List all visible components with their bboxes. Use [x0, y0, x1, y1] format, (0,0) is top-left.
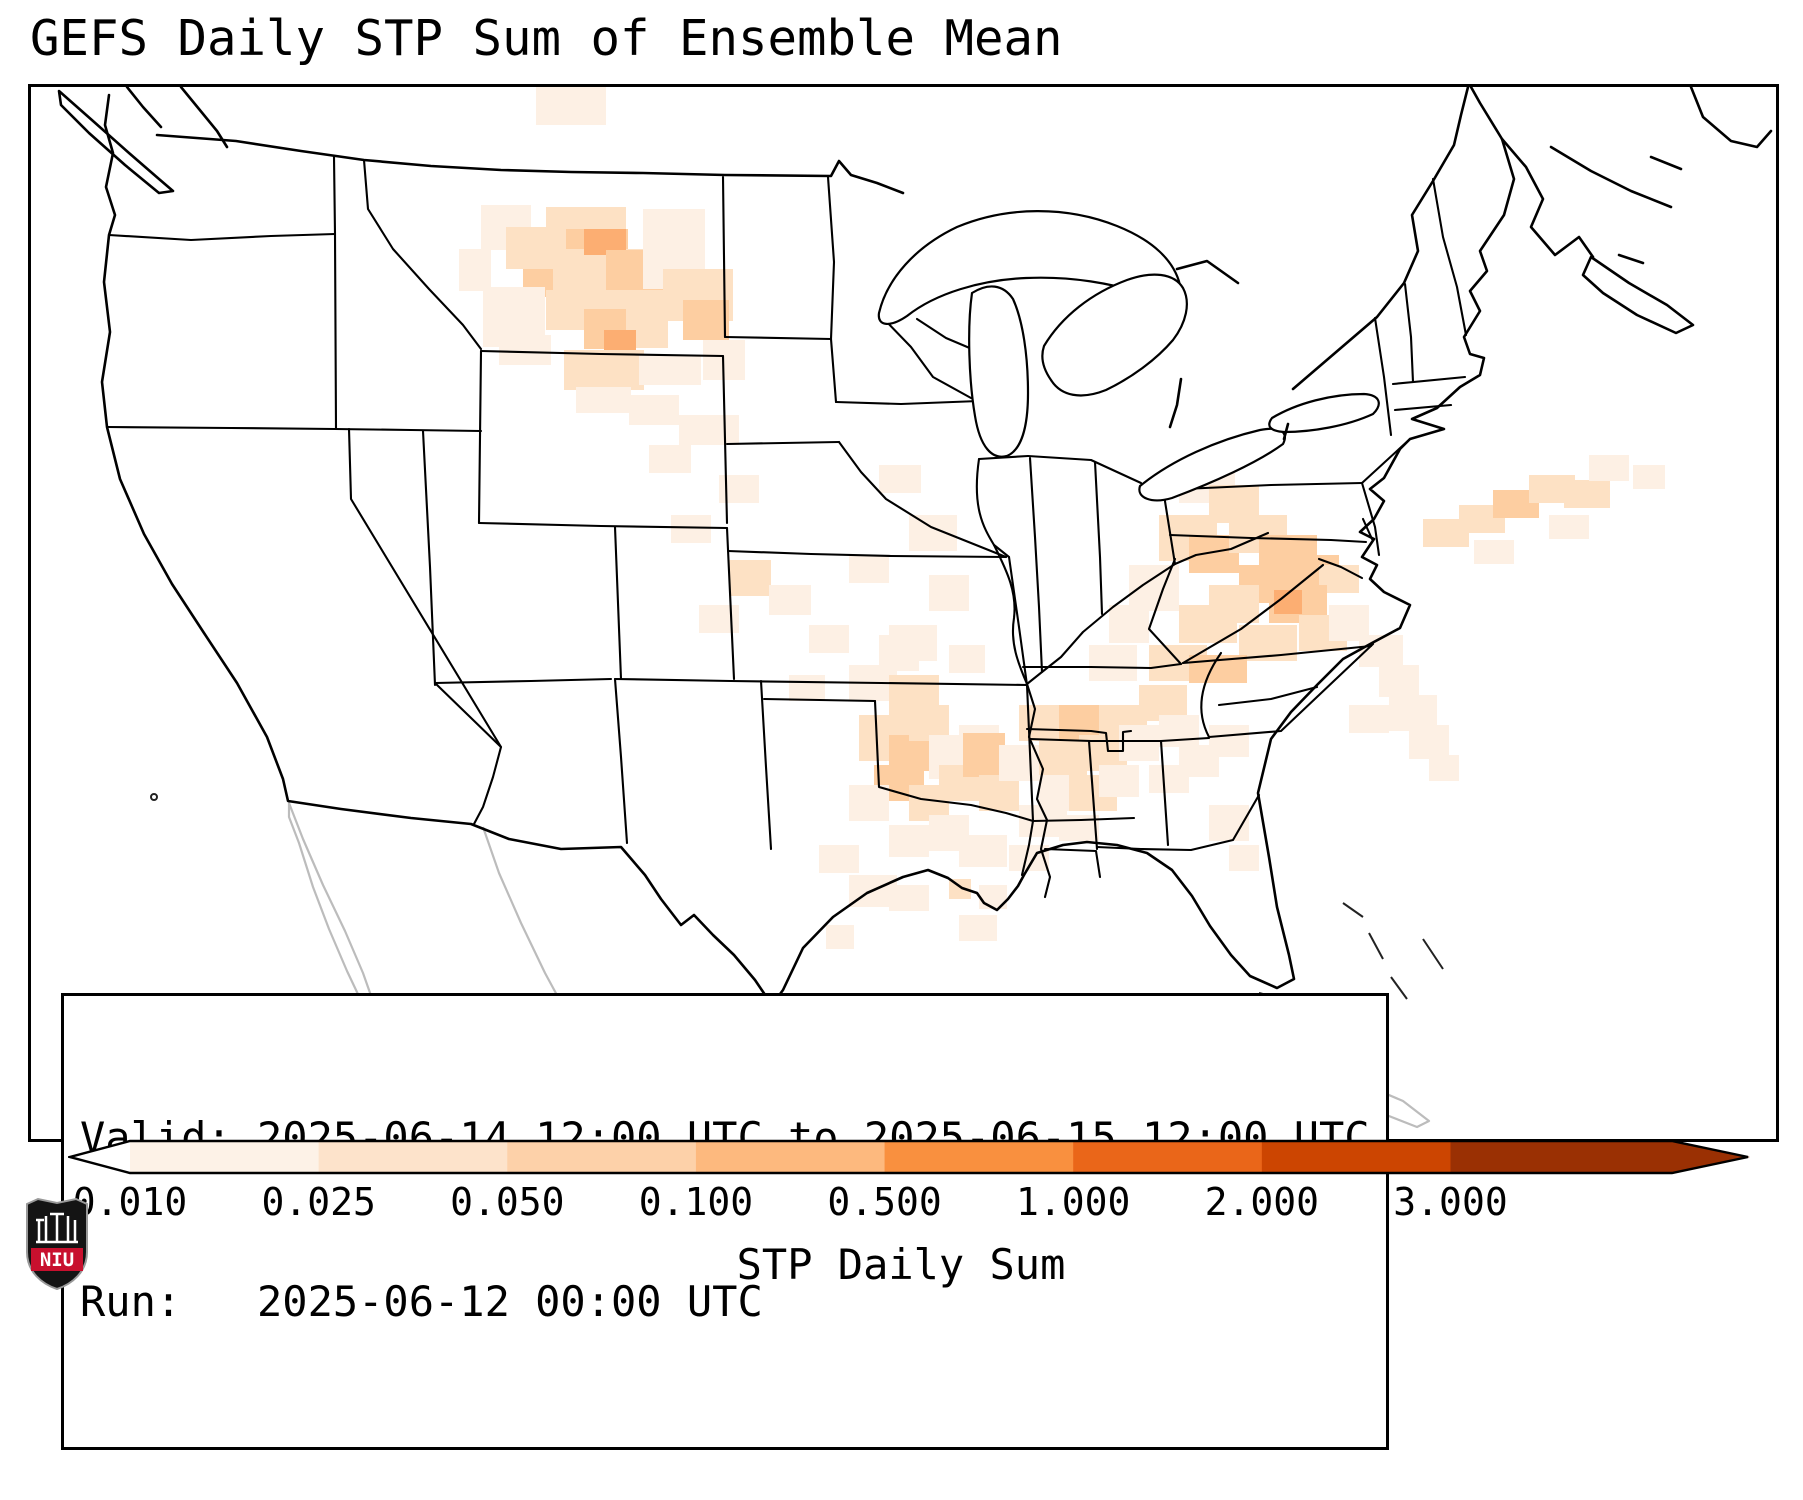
- run-time-line: Run: 2025-06-12 00:00 UTC: [80, 1276, 763, 1326]
- stp-cell: [849, 785, 889, 821]
- stp-cell: [699, 605, 739, 633]
- stp-cell: [1229, 845, 1259, 871]
- stp-cell: [879, 465, 921, 493]
- colorbar-tick-label: 0.025: [261, 1180, 376, 1224]
- stp-cell: [671, 515, 711, 543]
- stp-cell: [459, 249, 491, 291]
- stp-cell: [999, 745, 1039, 781]
- stp-cell: [1209, 725, 1249, 757]
- colorbar-tick-label: 0.500: [827, 1180, 942, 1224]
- stp-cell: [1099, 765, 1139, 797]
- stp-cell: [1109, 605, 1149, 643]
- colorbar-segment: [507, 1140, 697, 1174]
- stp-cell: [1474, 540, 1514, 564]
- colorbar-axis-label: STP Daily Sum: [736, 1240, 1066, 1289]
- stp-cell: [949, 645, 985, 673]
- stp-cell: [929, 575, 969, 611]
- state-boundaries: [105, 155, 1468, 899]
- stp-cell: [1564, 480, 1610, 508]
- niu-text: NIU: [40, 1249, 74, 1271]
- stp-cell: [889, 825, 929, 857]
- stp-cell: [826, 925, 854, 949]
- stp-cell: [629, 395, 679, 425]
- coastlines: [57, 87, 1773, 1007]
- colorbar-segment: [318, 1140, 508, 1174]
- stp-cell: [576, 387, 631, 413]
- us-map: [57, 87, 1773, 1139]
- stp-cell: [959, 835, 1007, 867]
- colorbar-tick-label: 0.050: [450, 1180, 565, 1224]
- colorbar-tick-label: 0.010: [72, 1180, 188, 1224]
- colorbar-segment: [130, 1140, 320, 1174]
- colorbar-tick-label: 2.000: [1204, 1180, 1320, 1224]
- great-lakes: [877, 210, 1380, 502]
- colorbar-segment: [884, 1140, 1074, 1174]
- colorbar-segment: [1261, 1140, 1451, 1174]
- colorbar-over-segment: [1450, 1140, 1672, 1174]
- colorbar: [68, 1139, 1750, 1175]
- colorbar-tick-label: 0.100: [638, 1180, 754, 1224]
- stp-cell: [909, 515, 957, 551]
- stp-cell: [963, 733, 1005, 777]
- stp-cell: [1549, 515, 1589, 539]
- colorbar-segment: [68, 1140, 130, 1174]
- stp-cell: [1349, 705, 1389, 733]
- stp-cell: [959, 915, 997, 941]
- stp-cell: [819, 845, 859, 873]
- castle-emblem-icon: [36, 1212, 78, 1244]
- figure-title: GEFS Daily STP Sum of Ensemble Mean: [30, 10, 1063, 67]
- stp-cell: [729, 560, 771, 596]
- stp-cell: [889, 885, 929, 911]
- stp-cell: [1149, 765, 1189, 793]
- stp-cell: [1379, 665, 1419, 697]
- stp-cell: [1119, 725, 1159, 761]
- map-area: Valid: 2025-06-14 12:00 UTC to 2025-06-1…: [28, 84, 1779, 1450]
- stp-cell: [649, 445, 691, 473]
- stp-cell: [564, 350, 644, 390]
- stp-cell: [809, 625, 849, 653]
- stp-cell: [536, 87, 606, 125]
- stp-cell: [1589, 455, 1629, 481]
- stp-cell: [1409, 725, 1449, 759]
- colorbar-segment: [695, 1140, 886, 1174]
- colorbar-segment: [1672, 1140, 1750, 1174]
- stp-cell: [1089, 645, 1137, 681]
- colorbar-outline: [68, 1139, 1749, 1175]
- stp-cell: [769, 585, 811, 615]
- niu-logo: NIU: [26, 1197, 88, 1291]
- stp-data-patches-layer: [459, 87, 1665, 1139]
- colorbar-tick-label: 1.000: [1016, 1180, 1131, 1224]
- stp-cell: [683, 300, 729, 340]
- stp-cell: [789, 675, 825, 701]
- colorbar-tick-labels: 0.010 0.025 0.050 0.100 0.500 1.000 2.000 3.000: [68, 1180, 1750, 1230]
- stp-cell: [1633, 465, 1665, 489]
- stp-cell: [679, 415, 739, 445]
- stp-cell: [1429, 755, 1459, 781]
- stp-cell: [1159, 715, 1199, 747]
- stp-cell: [639, 355, 701, 385]
- niu-shield: [26, 1197, 88, 1291]
- stp-cell: [849, 555, 889, 583]
- stp-cell: [1129, 565, 1179, 611]
- stp-cell: [499, 335, 551, 365]
- colorbar-tick-label: 3.000: [1393, 1180, 1508, 1224]
- niu-band: [31, 1248, 83, 1271]
- colorbar-segment: [1073, 1140, 1263, 1174]
